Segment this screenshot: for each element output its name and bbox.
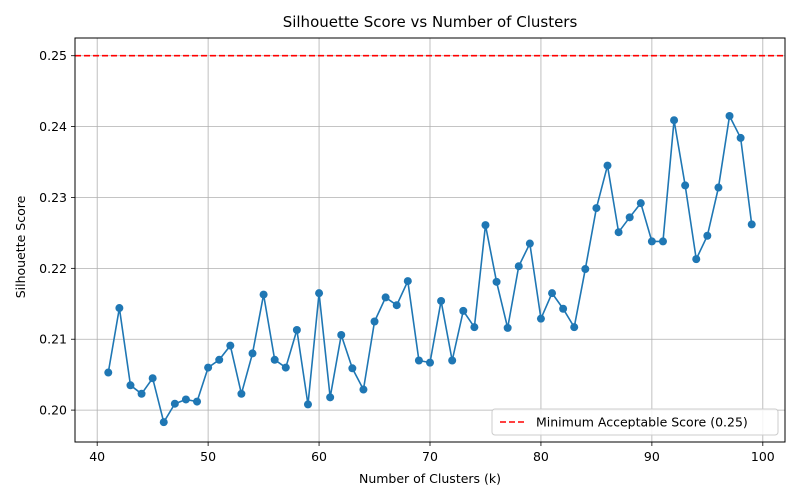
data-point bbox=[115, 304, 124, 313]
data-point bbox=[736, 133, 745, 142]
data-point bbox=[270, 355, 279, 364]
x-tick-label: 50 bbox=[200, 449, 216, 464]
x-tick-label: 80 bbox=[533, 449, 549, 464]
data-point bbox=[647, 237, 656, 246]
data-point bbox=[459, 306, 468, 315]
x-ticks: 40 50 60 70 80 90 100 bbox=[89, 442, 775, 464]
data-point bbox=[303, 400, 312, 409]
y-tick-label: 0.24 bbox=[39, 119, 67, 134]
legend[interactable]: Minimum Acceptable Score (0.25) bbox=[491, 408, 779, 436]
data-point bbox=[592, 204, 601, 213]
data-point bbox=[204, 363, 213, 372]
data-point bbox=[570, 323, 579, 332]
data-point bbox=[747, 220, 756, 229]
y-ticks: 0.20 0.21 0.22 0.23 0.24 0.25 bbox=[39, 48, 75, 418]
data-point bbox=[658, 237, 667, 246]
legend-box bbox=[491, 408, 779, 436]
data-point bbox=[159, 418, 168, 427]
data-point bbox=[359, 385, 368, 394]
data-point bbox=[104, 368, 113, 377]
x-tick-label: 70 bbox=[422, 449, 438, 464]
x-tick-label: 90 bbox=[644, 449, 660, 464]
data-point bbox=[536, 314, 545, 323]
grid bbox=[75, 38, 785, 442]
data-point bbox=[525, 239, 534, 248]
data-point bbox=[326, 393, 335, 402]
data-point bbox=[292, 326, 301, 335]
chart-title: Silhouette Score vs Number of Clusters bbox=[283, 13, 578, 31]
data-point bbox=[237, 389, 246, 398]
data-point bbox=[492, 277, 501, 286]
data-point bbox=[559, 304, 568, 313]
x-tick-label: 60 bbox=[311, 449, 327, 464]
data-point bbox=[414, 356, 423, 365]
data-point bbox=[170, 399, 179, 408]
data-point bbox=[181, 395, 190, 404]
legend-label: Minimum Acceptable Score (0.25) bbox=[536, 415, 748, 430]
data-point bbox=[226, 341, 235, 350]
data-point bbox=[481, 221, 490, 230]
data-point bbox=[392, 301, 401, 310]
data-point bbox=[714, 183, 723, 192]
series-layer bbox=[104, 111, 756, 427]
data-point bbox=[337, 330, 346, 339]
data-point bbox=[448, 356, 457, 365]
y-tick-label: 0.20 bbox=[39, 403, 67, 418]
y-tick-label: 0.21 bbox=[39, 332, 67, 347]
y-tick-label: 0.23 bbox=[39, 190, 67, 205]
data-point bbox=[681, 181, 690, 190]
x-axis-label: Number of Clusters (k) bbox=[359, 471, 501, 486]
data-point bbox=[259, 290, 268, 299]
data-point bbox=[126, 381, 135, 390]
y-tick-label: 0.22 bbox=[39, 261, 67, 276]
data-point bbox=[281, 363, 290, 372]
data-point bbox=[514, 262, 523, 271]
x-tick-label: 40 bbox=[89, 449, 105, 464]
y-axis-label: Silhouette Score bbox=[13, 195, 28, 298]
data-point bbox=[348, 364, 357, 373]
data-point bbox=[315, 289, 324, 298]
data-point bbox=[703, 231, 712, 240]
data-point bbox=[725, 111, 734, 120]
data-point bbox=[636, 199, 645, 208]
data-point bbox=[193, 397, 202, 406]
data-point bbox=[403, 277, 412, 286]
y-tick-label: 0.25 bbox=[39, 48, 67, 63]
data-point bbox=[370, 317, 379, 326]
data-point bbox=[692, 255, 701, 264]
data-point bbox=[503, 323, 512, 332]
x-tick-label: 100 bbox=[751, 449, 775, 464]
data-point bbox=[148, 374, 157, 383]
data-point bbox=[548, 289, 557, 298]
data-point bbox=[614, 228, 623, 237]
data-point bbox=[381, 293, 390, 302]
data-point bbox=[426, 358, 434, 367]
data-point bbox=[215, 355, 224, 364]
data-point bbox=[137, 389, 146, 398]
data-point bbox=[470, 323, 479, 332]
data-point bbox=[603, 161, 612, 170]
data-point bbox=[437, 296, 446, 305]
data-point bbox=[581, 265, 590, 274]
data-point bbox=[625, 213, 634, 222]
data-point bbox=[248, 349, 257, 358]
data-point bbox=[670, 116, 679, 125]
